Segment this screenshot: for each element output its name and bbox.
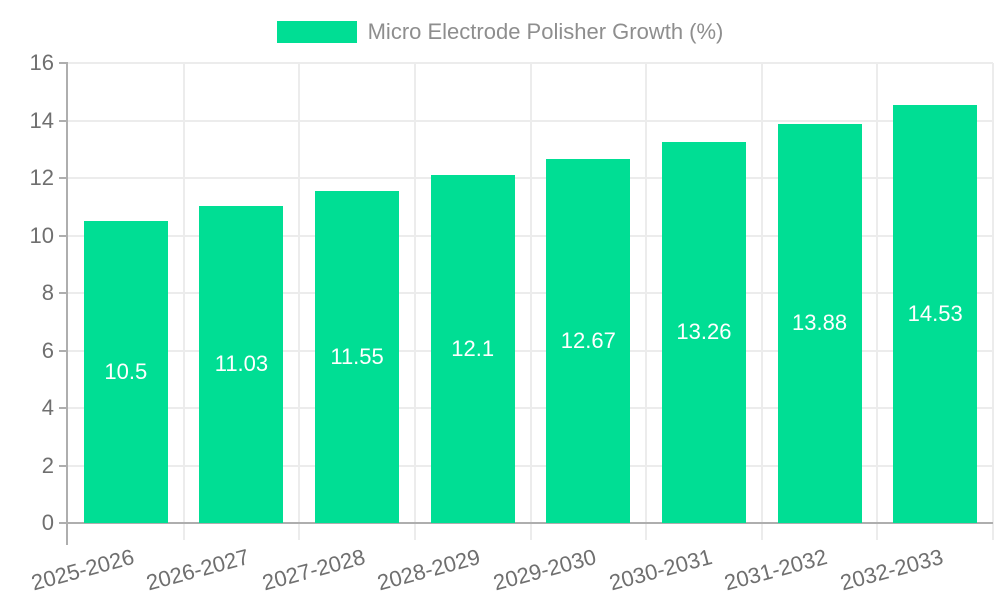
y-axis-tick: [59, 62, 68, 64]
y-axis-tick: [59, 292, 68, 294]
x-tick-label: 2028-2029: [375, 544, 484, 596]
bar[interactable]: [199, 205, 284, 523]
v-gridline: [645, 63, 648, 540]
v-gridline: [760, 63, 763, 540]
y-axis-tick: [59, 464, 68, 467]
y-axis-line: [66, 63, 68, 545]
x-axis-line: [59, 522, 993, 524]
y-axis-tick: [59, 119, 68, 122]
y-tick-label: 0: [41, 510, 54, 535]
v-gridline: [876, 63, 879, 540]
bar[interactable]: [546, 158, 631, 523]
bar[interactable]: [430, 175, 515, 523]
y-tick-label: 2: [41, 452, 54, 478]
x-tick-label: 2029-2030: [490, 544, 599, 596]
v-gridline: [992, 63, 994, 540]
x-tick-label: 2032-2033: [837, 544, 946, 596]
x-tick-label: 2026-2027: [143, 544, 252, 596]
y-axis-tick: [59, 234, 68, 237]
bar[interactable]: [777, 123, 862, 523]
bar[interactable]: [315, 190, 400, 523]
legend-swatch: [276, 21, 357, 43]
x-tick-label: 2030-2031: [606, 544, 715, 596]
y-tick-label: 10: [29, 222, 54, 248]
legend[interactable]: Micro Electrode Polisher Growth (%): [0, 19, 1000, 45]
y-axis-tick: [59, 407, 68, 409]
y-tick-label: 12: [29, 165, 54, 190]
y-tick-label: 4: [41, 395, 54, 420]
bar[interactable]: [661, 141, 746, 523]
bar[interactable]: [83, 221, 168, 523]
x-tick-label: 2027-2028: [259, 544, 368, 596]
y-tick-label: 8: [41, 280, 54, 305]
bar[interactable]: [893, 105, 978, 523]
v-gridline: [298, 63, 301, 540]
y-tick-label: 6: [41, 337, 54, 363]
y-tick-label: 16: [29, 50, 54, 75]
x-tick-label: 2031-2032: [721, 544, 831, 596]
v-gridline: [182, 63, 185, 540]
v-gridline: [413, 63, 416, 540]
x-tick-label: 2025-2026: [28, 544, 137, 596]
legend-label: Micro Electrode Polisher Growth (%): [367, 19, 724, 44]
y-axis-tick: [59, 177, 68, 179]
y-tick-label: 14: [29, 107, 54, 133]
y-axis-tick: [59, 349, 68, 352]
v-gridline: [529, 63, 532, 540]
